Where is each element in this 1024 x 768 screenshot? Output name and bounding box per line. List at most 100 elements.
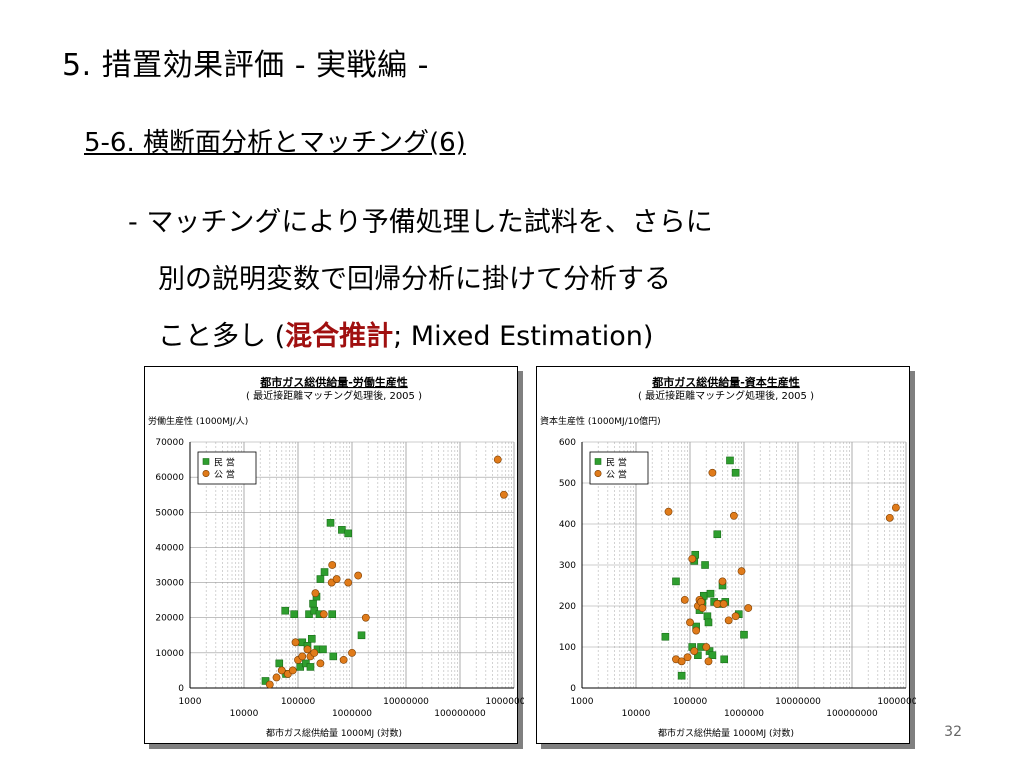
data-point-private: [344, 529, 352, 538]
bullet-text: - マッチングにより予備処理した試料を、さらに 別の説明変数で回帰分析に掛けて分…: [128, 194, 713, 365]
y-tick-label: 200: [559, 602, 576, 612]
data-point-public: [361, 613, 370, 622]
data-point-public: [291, 638, 300, 647]
y-tick-label: 30000: [155, 579, 184, 589]
y-tick-label: 0: [570, 684, 576, 694]
data-point-private: [704, 618, 713, 627]
data-point-public: [344, 578, 353, 587]
data-point-private: [661, 632, 670, 641]
data-point-public: [698, 604, 707, 612]
chart-title: 都市ガス総供給量-資本生産性: [651, 375, 800, 389]
data-point-public: [744, 604, 753, 612]
data-point-public: [729, 511, 738, 520]
chart-title: 都市ガス総供給量-労働生産性: [259, 375, 408, 389]
mixed-estimation-emphasis: 混合推計: [285, 321, 394, 352]
y-tick-label: 70000: [155, 438, 184, 448]
y-tick-label: 500: [559, 479, 576, 489]
data-point-private: [357, 631, 366, 640]
bullet-line-2: 別の説明変数で回帰分析に掛けて分析する: [158, 264, 671, 295]
y-tick-label: 100: [559, 643, 576, 653]
y-tick-label: 20000: [155, 614, 184, 624]
chart-capital-productivity: 都市ガス総供給量-資本生産性( 最近接距離マッチング処理後, 2005 ) 資本生…: [536, 366, 916, 750]
data-point-private: [713, 530, 722, 539]
legend-label: 民 営: [214, 457, 235, 469]
data-point-private: [306, 663, 315, 671]
data-point-public: [724, 616, 733, 625]
legend-marker-square: [202, 458, 210, 465]
data-point-private: [708, 651, 717, 660]
data-point-private: [290, 610, 298, 618]
y-tick-label: 300: [559, 561, 576, 571]
data-point-public: [708, 468, 717, 477]
y-tick-label: 0: [178, 684, 184, 694]
data-point-private: [281, 606, 290, 615]
slide-title: 5. 措置効果評価 - 実戦編 -: [62, 48, 429, 83]
bullet-line-3: こと多し (混合推計; Mixed Estimation): [128, 308, 713, 365]
y-tick-label: 40000: [155, 543, 184, 553]
chart-frame: [536, 366, 910, 744]
data-point-public: [891, 503, 900, 512]
x-tick-label: 1000000000: [485, 697, 524, 707]
data-point-public: [277, 666, 286, 675]
data-point-public: [339, 655, 348, 664]
y-tick-label: 600: [559, 438, 576, 448]
data-point-private: [701, 561, 709, 569]
y-tick-label: 10000: [155, 649, 184, 659]
data-point-public: [328, 561, 337, 569]
legend-marker-square: [594, 458, 602, 465]
data-point-public: [310, 648, 319, 657]
data-point-private: [316, 575, 325, 583]
data-point-public: [265, 680, 274, 689]
data-point-private: [726, 456, 734, 465]
data-point-public: [288, 666, 297, 675]
data-point-public: [692, 626, 701, 635]
legend-label: 公 営: [606, 469, 627, 481]
bullet-line-3-end: ; Mixed Estimation): [393, 321, 654, 352]
data-point-public: [348, 648, 356, 657]
x-tick-label: 100000000: [434, 709, 486, 719]
data-point-private: [319, 645, 327, 654]
data-point-public: [719, 600, 728, 608]
data-point-public: [680, 595, 689, 604]
data-point-private: [309, 599, 317, 608]
data-point-private: [720, 655, 729, 664]
x-tick-label: 100000000: [826, 709, 878, 719]
data-point-public: [303, 645, 312, 654]
x-tick-label: 1000: [571, 697, 594, 707]
data-point-public: [731, 612, 740, 621]
chart-capital-productivity-svg: 都市ガス総供給量-資本生産性( 最近接距離マッチング処理後, 2005 ) 資本生…: [536, 366, 916, 749]
data-point-public: [737, 567, 746, 576]
data-point-private: [328, 610, 337, 618]
data-point-public: [704, 657, 713, 666]
x-tick-label: 1000: [179, 697, 202, 707]
data-point-private: [706, 589, 715, 598]
data-point-public: [316, 659, 325, 668]
y-axis-label: 資本生産性 (1000MJ/10億円): [540, 415, 661, 427]
chart-subtitle: ( 最近接距離マッチング処理後, 2005 ): [638, 389, 814, 402]
y-tick-label: 50000: [155, 508, 184, 518]
data-point-public: [664, 507, 673, 516]
chart-labor-productivity-svg: 都市ガス総供給量-労働生産性( 最近接距離マッチング処理後, 2005 ) 労働生…: [144, 366, 524, 749]
x-tick-label: 100000: [673, 697, 708, 707]
data-point-public: [688, 554, 697, 563]
x-axis-label: 都市ガス総供給量 1000MJ (対数): [658, 727, 794, 739]
x-tick-label: 1000000: [724, 709, 764, 719]
data-point-private: [672, 577, 680, 586]
data-point-public: [354, 571, 363, 580]
data-point-public: [686, 618, 694, 627]
y-tick-label: 60000: [155, 473, 184, 483]
data-point-private: [307, 634, 316, 643]
data-point-private: [275, 659, 284, 668]
x-tick-label: 10000000: [383, 697, 429, 707]
x-tick-label: 1000000000: [877, 697, 916, 707]
data-point-public: [319, 610, 328, 619]
data-point-private: [677, 671, 686, 680]
legend-box: [197, 451, 257, 485]
data-point-private: [338, 526, 346, 534]
bullet-line-3-start: こと多し (: [158, 321, 286, 352]
data-point-public: [493, 455, 502, 464]
data-point-public: [885, 513, 894, 522]
data-point-public: [298, 652, 307, 661]
data-point-public: [683, 653, 692, 662]
data-point-public: [677, 657, 686, 666]
